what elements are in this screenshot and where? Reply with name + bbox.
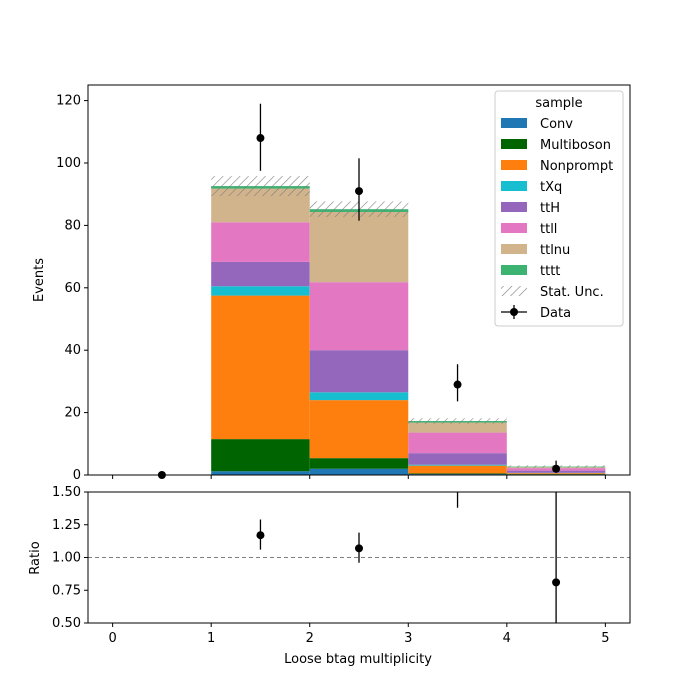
bar-nonprompt-bin-3 — [408, 465, 507, 474]
ratio-plot-area: 0.50 0.75 1.00 1.25 1.50 0 1 2 3 4 5 — [52, 485, 631, 646]
y-axis-label: Events — [32, 258, 47, 302]
ratio-y-tick-label: 1.00 — [52, 551, 81, 566]
y-tick-label: 20 — [64, 406, 81, 421]
x-tick-label: 3 — [404, 631, 412, 646]
bar-tth-bin-3 — [408, 453, 507, 465]
bar-nonprompt-bin-4 — [506, 473, 606, 475]
legend-label-stat-unc: Stat. Unc. — [540, 285, 604, 300]
bar-ttll-bin-2 — [309, 282, 409, 351]
data-point-1 — [256, 134, 265, 143]
bar-txq-bin-3 — [408, 464, 507, 466]
bar-multiboson-bin-3 — [408, 473, 507, 475]
x-axis-label: Loose btag multiplicity — [284, 652, 432, 667]
bar-nonprompt-bin-1 — [211, 295, 310, 440]
ratio-point-3 — [552, 578, 561, 587]
bar-conv-bin-2 — [309, 468, 409, 475]
legend-swatch-ttlnu — [501, 244, 527, 254]
legend-data-marker — [510, 308, 518, 316]
legend-label-nonprompt: Nonprompt — [540, 159, 613, 174]
x-tick-label: 0 — [108, 631, 116, 646]
bar-tth-bin-2 — [309, 350, 409, 393]
legend-swatch-ttll — [501, 223, 527, 233]
legend-swatch-conv — [501, 118, 527, 128]
legend-swatch-stat-unc — [501, 286, 527, 296]
y-tick-label: 0 — [73, 468, 81, 483]
legend-swatch-txq — [501, 181, 527, 191]
ratio-y-axis-label: Ratio — [28, 541, 43, 574]
data-point-3 — [453, 380, 462, 389]
y-tick-label: 80 — [64, 218, 81, 233]
legend-label-data: Data — [540, 306, 571, 321]
bar-ttll-bin-3 — [408, 432, 507, 454]
ratio-y-tick-label: 1.25 — [52, 518, 81, 533]
legend-swatch-nonprompt — [501, 160, 527, 170]
legend: sample Conv Multiboson Nonprompt tXq ttH ttll t… — [494, 90, 624, 327]
legend-swatch-tttt — [501, 265, 527, 275]
ratio-point-0 — [256, 531, 265, 540]
main-plot-frame — [87, 84, 631, 476]
legend-label-tth: ttH — [540, 201, 560, 216]
legend-title: sample — [535, 96, 582, 111]
y-tick-label: 120 — [56, 94, 81, 109]
ratio-y-tick-label: 1.50 — [52, 485, 81, 500]
data-point-2 — [355, 187, 363, 196]
bar-multiboson-bin-2 — [309, 458, 409, 469]
y-tick-label: 100 — [56, 156, 81, 171]
y-tick-label: 60 — [64, 281, 81, 296]
stat-unc-band-bin-3 — [408, 418, 507, 424]
bar-nonprompt-bin-2 — [309, 400, 409, 459]
legend-label-ttll: ttll — [540, 222, 557, 237]
x-tick-label: 2 — [306, 631, 314, 646]
stat-unc-band-bin-1 — [211, 176, 310, 197]
bar-conv-bin-1 — [211, 471, 310, 475]
legend-label-ttlnu: ttlnu — [540, 243, 570, 258]
ratio-y-tick-label: 0.50 — [52, 616, 81, 631]
ratio-point-1 — [355, 544, 363, 553]
legend-label-txq: tXq — [540, 180, 562, 195]
legend-label-conv: Conv — [540, 117, 573, 132]
legend-label-tttt: tttt — [540, 264, 560, 279]
data-point-4 — [552, 464, 561, 473]
bar-ttll-bin-1 — [211, 222, 310, 262]
x-tick-label: 5 — [601, 631, 609, 646]
bar-txq-bin-1 — [211, 286, 310, 296]
bar-ttlnu-bin-3 — [408, 422, 507, 433]
bar-multiboson-bin-1 — [211, 439, 310, 472]
bar-txq-bin-2 — [309, 392, 409, 401]
x-tick-label: 1 — [207, 631, 215, 646]
legend-swatch-multiboson — [501, 139, 527, 149]
y-tick-label: 40 — [64, 343, 81, 358]
bar-tth-bin-1 — [211, 261, 310, 287]
legend-label-multiboson: Multiboson — [540, 138, 611, 153]
x-tick-label: 4 — [503, 631, 511, 646]
ratio-y-tick-label: 0.75 — [52, 583, 81, 598]
legend-swatch-tth — [501, 202, 527, 212]
main-plot-area: 0 20 40 60 80 100 120 — [56, 84, 631, 483]
bar-ttlnu-bin-2 — [309, 211, 409, 283]
ratio-points — [256, 492, 561, 623]
